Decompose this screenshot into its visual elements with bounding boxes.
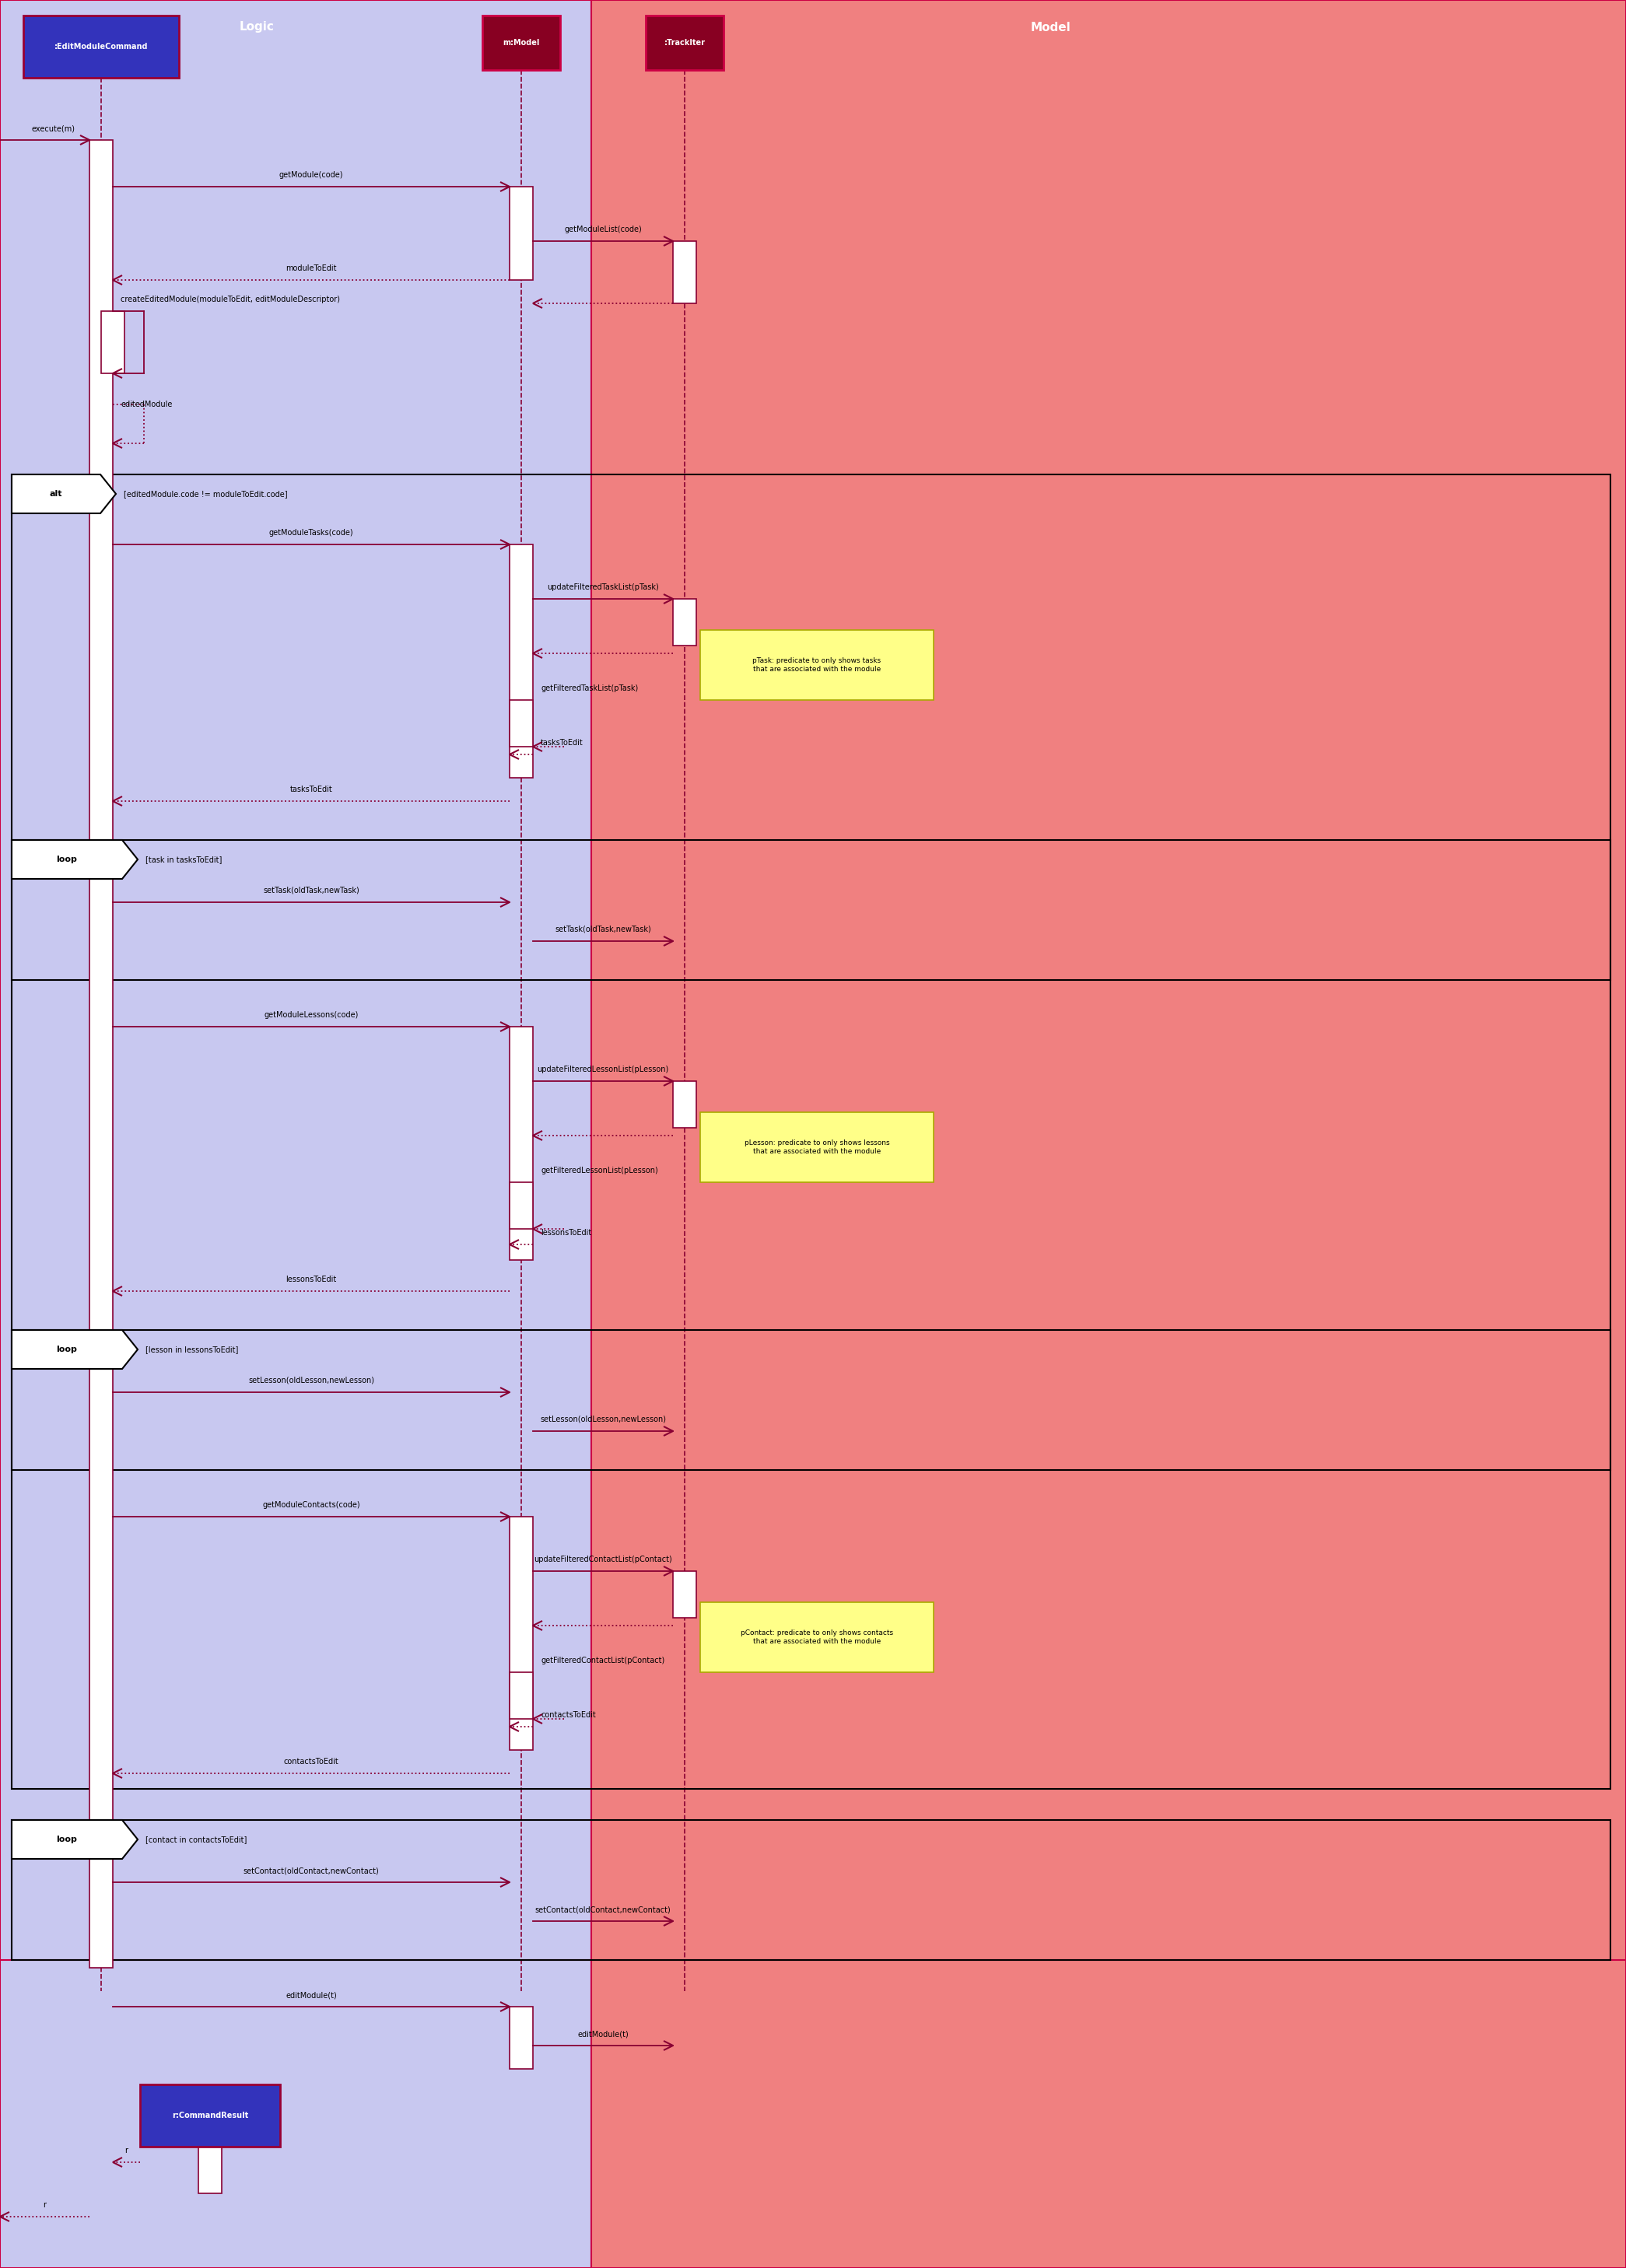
Text: tasksToEdit: tasksToEdit	[289, 785, 332, 794]
Text: contactsToEdit: contactsToEdit	[283, 1758, 338, 1765]
Bar	[673, 1082, 696, 1127]
Bar	[509, 2007, 533, 2068]
Text: [editedModule.code != moduleToEdit.code]: [editedModule.code != moduleToEdit.code]	[124, 490, 288, 497]
Bar	[0, 1960, 592, 2268]
Text: [lesson in lessonsToEdit]: [lesson in lessonsToEdit]	[145, 1345, 239, 1354]
Text: moduleToEdit: moduleToEdit	[286, 265, 337, 272]
Text: setLesson(oldLesson,newLesson): setLesson(oldLesson,newLesson)	[540, 1415, 667, 1424]
Text: loop: loop	[57, 1835, 78, 1844]
Bar	[673, 240, 696, 304]
Bar	[0, 0, 592, 1991]
Bar	[701, 631, 933, 701]
Text: setContact(oldContact,newContact): setContact(oldContact,newContact)	[244, 1867, 379, 1873]
Polygon shape	[11, 1819, 138, 1860]
Text: getModuleList(code): getModuleList(code)	[564, 225, 642, 234]
Bar	[140, 2084, 280, 2148]
Polygon shape	[11, 839, 138, 880]
Text: updateFilteredLessonList(pLesson): updateFilteredLessonList(pLesson)	[537, 1066, 668, 1073]
Text: pTask: predicate to only shows tasks
that are associated with the module: pTask: predicate to only shows tasks tha…	[753, 658, 881, 674]
Text: setTask(oldTask,newTask): setTask(oldTask,newTask)	[554, 925, 650, 934]
Text: Model: Model	[1031, 20, 1070, 34]
Bar	[646, 16, 724, 70]
Bar	[483, 16, 559, 70]
Text: getFilteredContactList(pContact): getFilteredContactList(pContact)	[541, 1656, 665, 1665]
Bar	[592, 0, 1626, 1991]
Text: r: r	[44, 2202, 46, 2209]
Bar	[509, 186, 533, 279]
Bar	[673, 599, 696, 646]
Text: [task in tasksToEdit]: [task in tasksToEdit]	[145, 855, 223, 864]
Text: pContact: predicate to only shows contacts
that are associated with the module: pContact: predicate to only shows contac…	[740, 1631, 893, 1644]
Bar	[101, 311, 125, 374]
Text: :EditModuleCommand: :EditModuleCommand	[54, 43, 148, 50]
Text: getModuleContacts(code): getModuleContacts(code)	[262, 1501, 359, 1508]
Text: m:Model: m:Model	[502, 39, 540, 48]
Bar	[11, 1329, 1610, 1470]
Bar	[701, 1111, 933, 1182]
Text: alt: alt	[50, 490, 62, 497]
Bar	[701, 1601, 933, 1672]
Bar	[509, 1672, 533, 1719]
Text: contactsToEdit: contactsToEdit	[541, 1710, 595, 1719]
Text: lessonsToEdit: lessonsToEdit	[541, 1229, 592, 1236]
Bar	[592, 1960, 1626, 2268]
Text: lessonsToEdit: lessonsToEdit	[286, 1275, 337, 1284]
Text: :TrackIter: :TrackIter	[663, 39, 706, 48]
Bar	[23, 16, 179, 77]
Bar	[89, 141, 112, 1969]
Bar	[509, 1517, 533, 1751]
Text: editedModule: editedModule	[120, 401, 172, 408]
Text: updateFilteredTaskList(pTask): updateFilteredTaskList(pTask)	[546, 583, 659, 592]
Bar	[11, 839, 1610, 980]
Polygon shape	[11, 1329, 138, 1370]
Text: loop: loop	[57, 855, 78, 864]
Text: [contact in contactsToEdit]: [contact in contactsToEdit]	[145, 1835, 247, 1844]
Bar	[673, 1572, 696, 1617]
Bar	[11, 474, 1610, 1789]
Bar	[11, 1819, 1610, 1960]
Text: editModule(t): editModule(t)	[577, 2030, 629, 2037]
Text: updateFilteredContactList(pContact): updateFilteredContactList(pContact)	[533, 1556, 672, 1563]
Text: tasksToEdit: tasksToEdit	[541, 739, 584, 746]
Text: getFilteredLessonList(pLesson): getFilteredLessonList(pLesson)	[541, 1166, 659, 1175]
Text: setTask(oldTask,newTask): setTask(oldTask,newTask)	[263, 887, 359, 894]
Bar	[198, 2148, 221, 2193]
Text: r: r	[125, 2148, 128, 2155]
Text: getModuleTasks(code): getModuleTasks(code)	[268, 528, 353, 538]
Text: getModuleLessons(code): getModuleLessons(code)	[263, 1012, 358, 1018]
Text: pLesson: predicate to only shows lessons
that are associated with the module: pLesson: predicate to only shows lessons…	[745, 1141, 889, 1154]
Bar	[509, 1182, 533, 1229]
Text: Logic: Logic	[239, 20, 275, 34]
Text: getFilteredTaskList(pTask): getFilteredTaskList(pTask)	[541, 685, 637, 692]
Bar	[509, 701, 533, 746]
Text: r:CommandResult: r:CommandResult	[172, 2112, 249, 2118]
Bar	[509, 544, 533, 778]
Text: execute(m): execute(m)	[31, 125, 75, 132]
Text: setLesson(oldLesson,newLesson): setLesson(oldLesson,newLesson)	[249, 1377, 374, 1383]
Text: getModule(code): getModule(code)	[280, 170, 343, 179]
Bar	[509, 1027, 533, 1261]
Text: createEditedModule(moduleToEdit, editModuleDescriptor): createEditedModule(moduleToEdit, editMod…	[120, 295, 340, 304]
Text: editModule(t): editModule(t)	[286, 1991, 337, 1998]
Polygon shape	[11, 474, 115, 513]
Text: loop: loop	[57, 1345, 78, 1354]
Text: setContact(oldContact,newContact): setContact(oldContact,newContact)	[535, 1905, 672, 1914]
